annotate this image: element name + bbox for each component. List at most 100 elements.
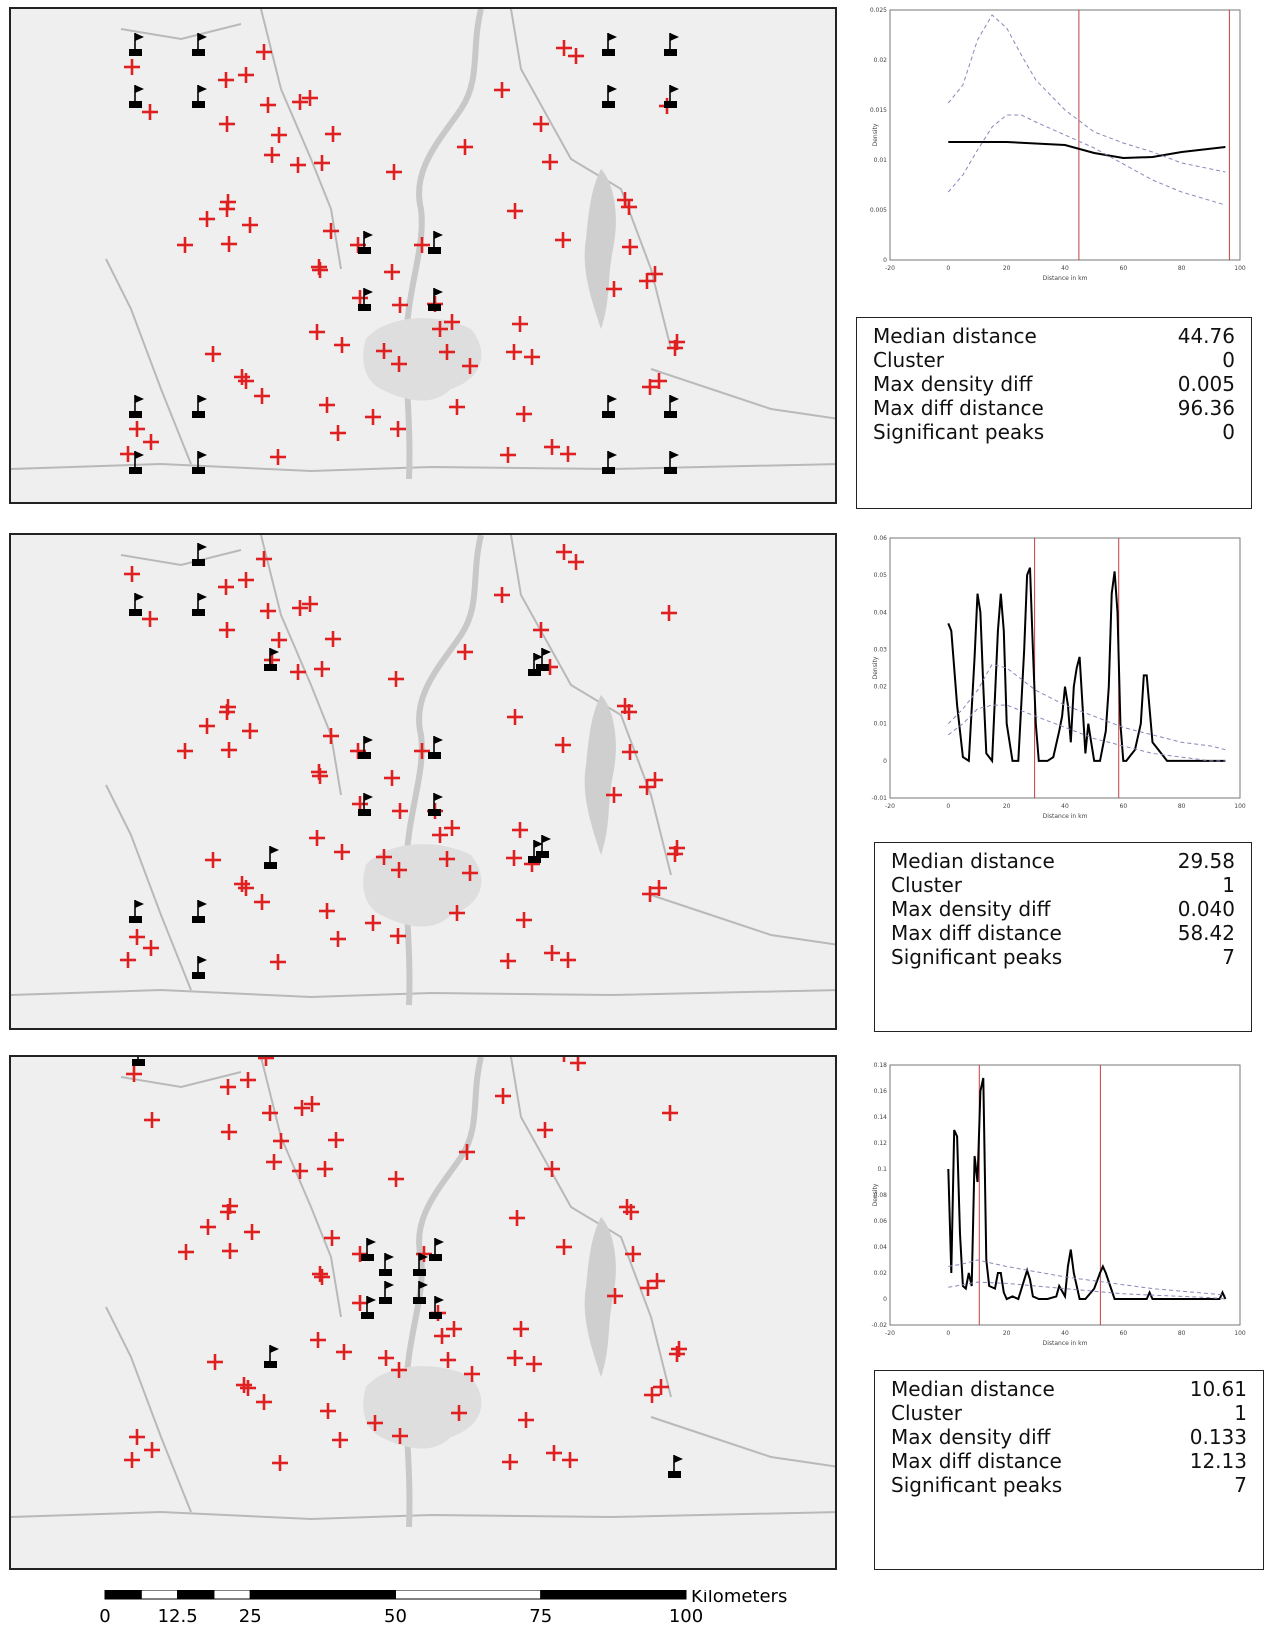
y-tick-label: -0.01 (871, 795, 887, 802)
sample-point (500, 953, 516, 969)
sample-point (220, 1079, 236, 1095)
y-tick-label: 0.08 (874, 1192, 888, 1199)
sample-point (378, 1350, 394, 1366)
sample-point (273, 1133, 289, 1149)
sample-point (555, 232, 571, 248)
flag-icon (192, 85, 207, 108)
sample-point (312, 768, 328, 784)
flag-icon (129, 395, 144, 418)
stats-box-2: Median distance 29.58 Cluster 1 Max densit… (874, 842, 1252, 1032)
density-chart-3: -20 0 20 40 60 80 100 -0.02 0 0.02 0.04 0.06 0.08 0.1… (870, 1055, 1250, 1355)
sample-point (234, 876, 250, 892)
density-chart-svg-1: -20 0 20 40 60 80 10000.0050.010.0150.020.025D… (870, 7, 1246, 282)
sample-point (262, 1105, 278, 1121)
sample-point (317, 1161, 333, 1177)
sample-point (222, 1243, 238, 1259)
envelope-line (947, 704, 1226, 762)
stat-label: Max diff distance (891, 921, 1062, 945)
sample-point (323, 223, 339, 239)
sample-point (199, 718, 215, 734)
flag-icon (192, 451, 207, 474)
sample-point (256, 44, 272, 60)
sample-point (542, 154, 558, 170)
sample-point (242, 217, 258, 233)
sample-point (254, 388, 270, 404)
y-tick-label: 0.02 (874, 684, 888, 691)
region-boundary (510, 535, 672, 876)
sample-point (124, 566, 140, 582)
sample-point (200, 1219, 216, 1235)
sample-point (325, 126, 341, 142)
sample-point (336, 1344, 352, 1360)
sample-point (647, 266, 663, 282)
stat-label: Max density diff (873, 372, 1033, 396)
sample-point (639, 779, 655, 795)
flag-icon (358, 736, 373, 759)
sample-point (129, 929, 145, 945)
y-tick-label: 0.16 (874, 1088, 888, 1095)
sample-point (328, 1132, 344, 1148)
sample-point (319, 903, 335, 919)
y-axis-label: Density (872, 1183, 879, 1206)
sample-point (144, 1442, 160, 1458)
sample-point (432, 827, 448, 843)
flag-icon (129, 900, 144, 923)
sample-point (219, 116, 235, 132)
sample-point (244, 1224, 260, 1240)
sample-point (432, 321, 448, 337)
sample-point (304, 1096, 320, 1112)
region-boundary (11, 1510, 835, 1521)
map-background (11, 535, 835, 1028)
flag-icon (664, 33, 679, 56)
sample-point (518, 1412, 534, 1428)
stat-row: Max density diff 0.005 (873, 372, 1235, 396)
flag-icon (536, 648, 551, 671)
sample-point (142, 104, 158, 120)
sample-point (451, 1405, 467, 1421)
region-boundary (510, 1057, 672, 1398)
sample-point (129, 421, 145, 437)
sample-point (264, 147, 280, 163)
sample-point (256, 1394, 272, 1410)
stat-row: Max density diff 0.040 (891, 897, 1235, 921)
sample-point (260, 97, 276, 113)
region-boundary (105, 258, 192, 465)
stat-value: 12.13 (1189, 1449, 1247, 1473)
region-boundary (650, 368, 835, 420)
sample-point (507, 203, 523, 219)
stat-row: Cluster 1 (891, 873, 1235, 897)
density-chart-svg-2: -20 0 20 40 60 80 100 -0.01 0 0.01 0.02 0.03 0.04 0.0… (871, 535, 1245, 820)
x-axis-label: Distance in km (1043, 813, 1088, 820)
sample-point (238, 880, 254, 896)
cluster-flags (132, 1057, 683, 1478)
sample-point (294, 1100, 310, 1116)
sample-point (292, 600, 308, 616)
sample-point (221, 742, 237, 758)
cluster-flags (129, 543, 551, 979)
flag-icon (361, 1238, 376, 1261)
flag-icon (129, 85, 144, 108)
sample-point (219, 704, 235, 720)
stat-row: Median distance 44.76 (873, 324, 1235, 348)
sample-point (390, 421, 406, 437)
sample-point (507, 1350, 523, 1366)
x-tick-label: 20 (1003, 1330, 1011, 1337)
x-tick-label: 40 (1061, 1330, 1069, 1337)
sample-point (199, 211, 215, 227)
x-tick-label: 100 (1234, 1330, 1246, 1337)
plot-frame (889, 9, 1241, 261)
y-tick-label: 0.01 (874, 721, 888, 728)
region-boundary (650, 894, 835, 946)
sample-point (568, 554, 584, 570)
plot-frame (889, 537, 1241, 799)
sample-point (120, 446, 136, 462)
sample-point (334, 844, 350, 860)
sample-point (495, 1088, 511, 1104)
stat-value: 29.58 (1177, 849, 1235, 873)
sample-point (568, 48, 584, 64)
stat-label: Cluster (891, 1401, 962, 1425)
y-tick-label: 0.06 (874, 1218, 888, 1225)
y-tick-label: 0.03 (874, 646, 888, 653)
sample-point (622, 744, 638, 760)
x-tick-label: 40 (1061, 803, 1069, 810)
